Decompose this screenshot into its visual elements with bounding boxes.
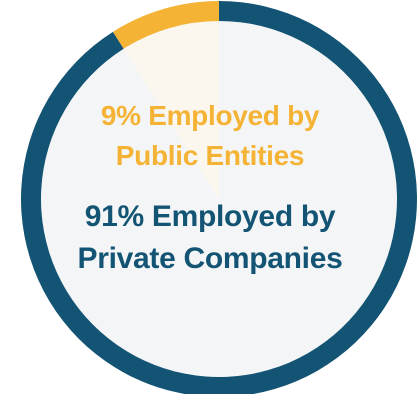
slice-ring-public-entities: [112, 1, 219, 49]
slice-fill-public-entities: [123, 21, 219, 199]
slice-fill-private-companies: [40, 21, 397, 377]
slices-group: [21, 1, 417, 394]
private-label-line2: Private Companies: [77, 242, 342, 275]
public-label-line2: Public Entities: [116, 140, 304, 171]
private-label-line1: 91% Employed by: [85, 200, 336, 233]
public-label-line1: 9% Employed by: [101, 100, 320, 131]
